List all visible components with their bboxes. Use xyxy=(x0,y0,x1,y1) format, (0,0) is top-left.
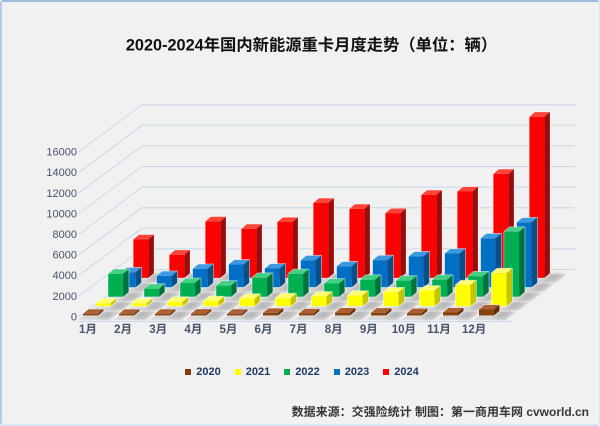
footer-credit: cvworld.cn xyxy=(291,405,589,419)
legend: 2020 2021 2022 2023 2024 xyxy=(2,366,599,378)
x-axis-labels: 1 2 3 4 5 6 7 8 9 10 11 12 xyxy=(79,323,485,336)
bar-2021-1月 xyxy=(94,297,117,307)
svg-text:10: 10 xyxy=(392,324,405,336)
bar-2020-9月 xyxy=(370,307,393,317)
svg-text:2: 2 xyxy=(114,324,120,336)
svg-text:12: 12 xyxy=(462,324,475,336)
svg-text:cvworld.cn: cvworld.cn xyxy=(526,405,589,419)
series-2021 xyxy=(94,267,513,307)
legend-swatch-2021 xyxy=(234,369,241,375)
bar-2021-4月 xyxy=(202,295,225,307)
legend-item-2020: 2020 xyxy=(185,366,221,378)
svg-text:0: 0 xyxy=(71,311,77,323)
bar-2024-10月 xyxy=(456,186,479,279)
legend-swatch-2022 xyxy=(284,369,291,375)
svg-text:1: 1 xyxy=(79,324,86,336)
bar-2022-7月 xyxy=(323,278,346,298)
bar-2020-11月 xyxy=(442,307,465,317)
svg-text:6: 6 xyxy=(255,324,261,336)
svg-text:4000: 4000 xyxy=(53,270,77,282)
legend-label: 2024 xyxy=(394,366,419,378)
series-2023 xyxy=(120,217,538,288)
svg-text:16000: 16000 xyxy=(46,147,77,159)
legend-label: 2020 xyxy=(196,366,221,378)
bar-2021-8月 xyxy=(346,290,369,307)
bar-2023-7月 xyxy=(336,261,358,288)
svg-text:2020-2024: 2020-2024 xyxy=(126,37,204,55)
bar-2021-7月 xyxy=(310,291,333,307)
legend-swatch-2024 xyxy=(383,369,390,375)
legend-swatch-2023 xyxy=(333,369,340,375)
svg-text:8000: 8000 xyxy=(53,229,77,241)
bar-2020-6月 xyxy=(262,307,285,317)
svg-text:12000: 12000 xyxy=(46,188,77,200)
legend-label: 2023 xyxy=(344,366,370,378)
legend-item-2024: 2024 xyxy=(383,366,419,378)
legend-label: 2022 xyxy=(295,366,320,378)
bar-2020-2月 xyxy=(118,308,141,317)
svg-text:11: 11 xyxy=(427,324,440,336)
bar-2021-6月 xyxy=(274,292,297,307)
bar-2021-11月 xyxy=(454,279,477,307)
svg-text:10000: 10000 xyxy=(46,208,77,220)
legend-swatch-2020 xyxy=(185,369,192,375)
bar-2021-12月 xyxy=(490,267,513,307)
legend-label: 2021 xyxy=(245,366,271,378)
svg-text:9: 9 xyxy=(360,324,366,336)
svg-text:4: 4 xyxy=(184,324,191,336)
legend-item-2021: 2021 xyxy=(234,366,271,378)
bar-2021-5月 xyxy=(238,293,261,307)
legend-item-2023: 2023 xyxy=(333,366,370,378)
gridlines xyxy=(78,104,575,317)
bar-2022-2月 xyxy=(143,283,166,298)
bar-2022-3月 xyxy=(179,277,202,298)
svg-text:6000: 6000 xyxy=(53,250,77,262)
svg-text:14000: 14000 xyxy=(46,167,77,179)
bar-2020-1月 xyxy=(82,308,105,317)
bar-2021-9月 xyxy=(382,287,405,307)
bar-2022-4月 xyxy=(215,280,238,298)
bar-2022-5月 xyxy=(251,272,274,298)
svg-text:8: 8 xyxy=(325,324,332,336)
bars xyxy=(82,111,551,317)
bar-2020-7月 xyxy=(298,308,321,317)
svg-text:5: 5 xyxy=(219,324,226,336)
y-axis-labels: 0 2000 4000 6000 8000 10000 12000 14000 16000 xyxy=(46,147,77,324)
bar-2021-10月 xyxy=(418,285,441,307)
bar-2020-8月 xyxy=(334,307,357,317)
bar-2021-2月 xyxy=(130,298,153,307)
svg-text:3: 3 xyxy=(149,324,155,336)
bar-2023-2月 xyxy=(156,270,178,288)
bar-2020-12月 xyxy=(478,304,501,317)
bar-2022-6月 xyxy=(287,268,310,298)
series-2020 xyxy=(82,304,501,317)
bar-2020-5月 xyxy=(226,308,249,317)
svg-text:7: 7 xyxy=(290,324,296,336)
bar-2020-10月 xyxy=(406,307,429,317)
svg-text:2000: 2000 xyxy=(53,291,77,303)
bar-2021-3月 xyxy=(166,296,189,307)
bar-2022-1月 xyxy=(107,268,130,298)
chart-title: 2020-2024 xyxy=(126,36,487,55)
legend-item-2022: 2022 xyxy=(284,366,320,378)
bar-2020-4月 xyxy=(190,308,213,317)
bar-2020-3月 xyxy=(154,308,177,317)
